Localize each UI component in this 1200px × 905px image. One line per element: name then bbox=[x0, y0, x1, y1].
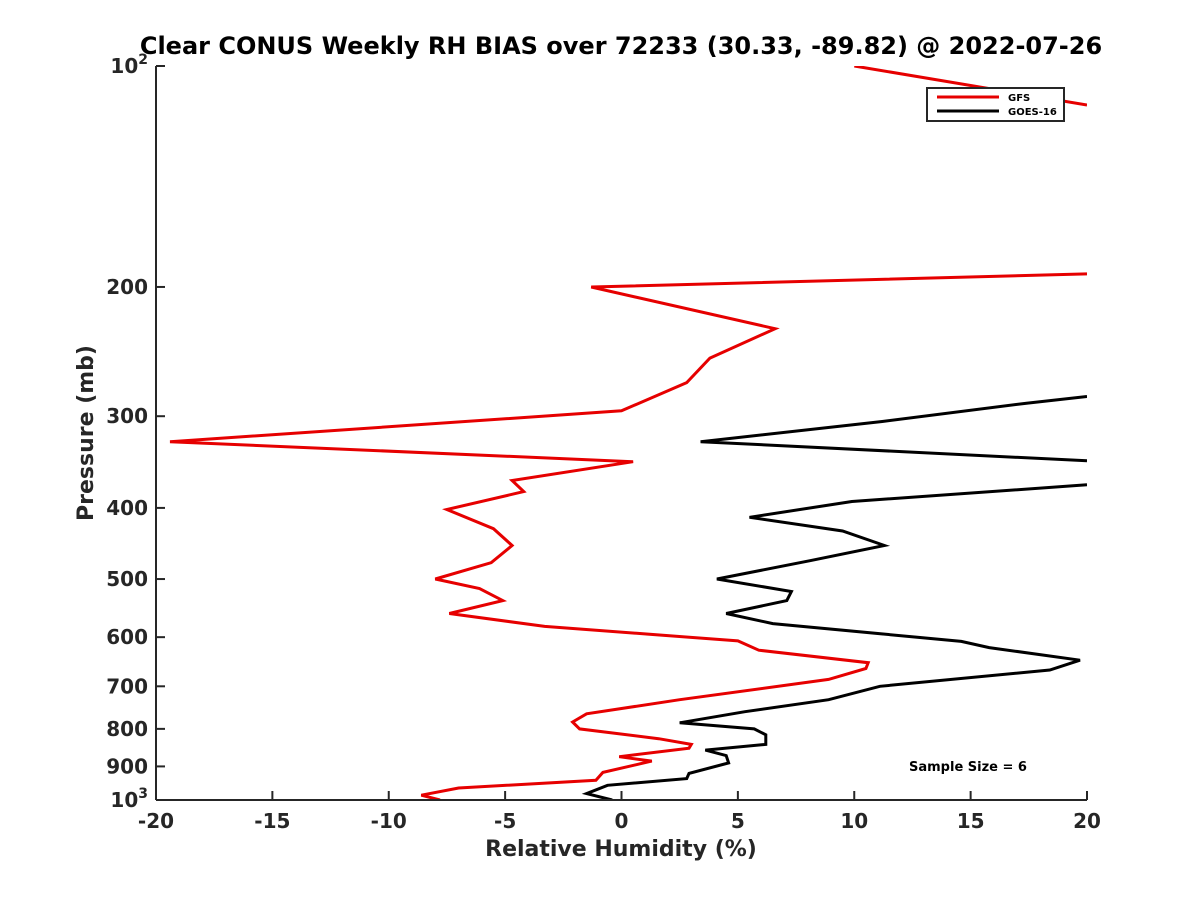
series-line-goes-16-segment-2 bbox=[581, 483, 1087, 800]
y-tick-label: 102 bbox=[110, 52, 148, 78]
x-tick-label: 5 bbox=[731, 809, 745, 833]
y-tick-label: 200 bbox=[106, 275, 148, 299]
sample-size-annotation: Sample Size = 6 bbox=[909, 760, 1027, 775]
x-tick-label: 10 bbox=[840, 809, 868, 833]
y-tick-label: 500 bbox=[106, 567, 148, 591]
y-tick-label: 700 bbox=[106, 674, 148, 698]
y-tick-label: 103 bbox=[110, 786, 148, 812]
x-tick-label: 0 bbox=[615, 809, 629, 833]
y-tick-label: 600 bbox=[106, 625, 148, 649]
y-tick-label: 800 bbox=[106, 717, 148, 741]
x-tick-label: -20 bbox=[138, 809, 174, 833]
series-line-goes-16-segment-1 bbox=[700, 395, 1087, 463]
y-tick-label: 400 bbox=[106, 496, 148, 520]
x-tick-label: -5 bbox=[494, 809, 516, 833]
x-tick-label: -10 bbox=[371, 809, 407, 833]
chart-title: Clear CONUS Weekly RH BIAS over 72233 (3… bbox=[140, 32, 1102, 60]
legend: GFS GOES-16 bbox=[926, 87, 1065, 122]
legend-label-goes-16: GOES-16 bbox=[1008, 107, 1057, 118]
axes: -20 -15 -10 -5 0 5 10 15 20 102 200 300 400 500 600 700… bbox=[106, 52, 1101, 833]
x-tick-label: -15 bbox=[254, 809, 290, 833]
x-axis-label: Relative Humidity (%) bbox=[485, 837, 757, 862]
plot-area bbox=[169, 66, 1087, 800]
y-axis-label: Pressure (mb) bbox=[74, 345, 99, 521]
legend-label-gfs: GFS bbox=[1008, 93, 1030, 104]
legend-box bbox=[926, 87, 1065, 122]
y-tick-label: 300 bbox=[106, 404, 148, 428]
x-tick-label: 15 bbox=[957, 809, 985, 833]
x-tick-label: 20 bbox=[1073, 809, 1101, 833]
series-line-gfs-segment-2 bbox=[169, 272, 1087, 800]
y-tick-label: 900 bbox=[106, 754, 148, 778]
